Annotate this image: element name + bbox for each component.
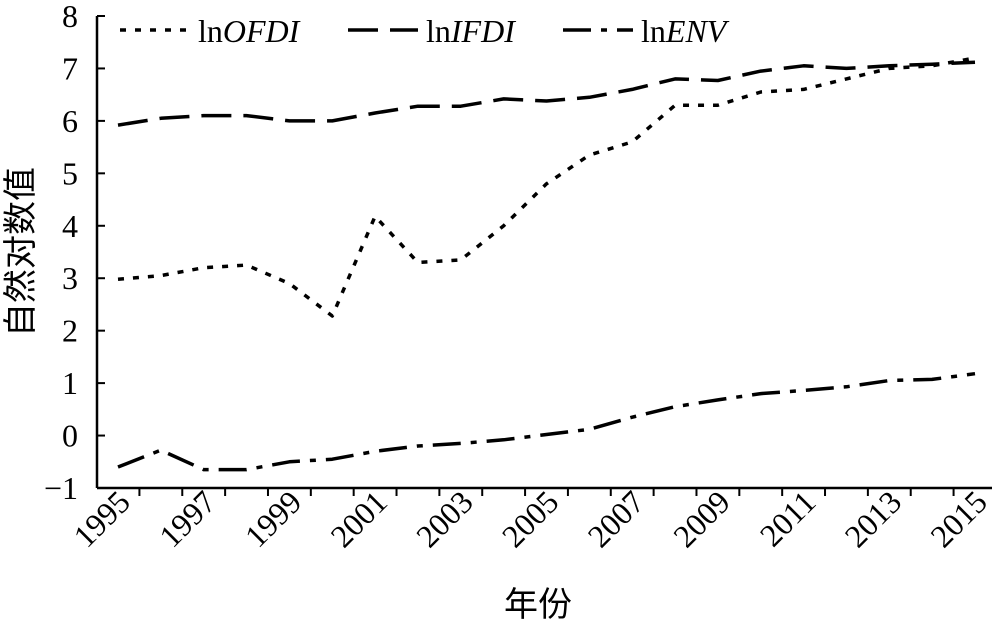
legend-label-lnifdi: lnIFDI (426, 13, 516, 49)
x-tick-label: 2009 (666, 483, 737, 554)
x-tick-label: 2007 (580, 483, 651, 554)
y-axis-title: 自然对数值 (2, 167, 40, 337)
y-tick-label: 7 (62, 50, 78, 86)
y-tick-label: 0 (62, 418, 78, 454)
x-tick-label: 2013 (838, 483, 909, 554)
series-line-lnofdi (117, 56, 976, 318)
x-tick-label: 2003 (409, 483, 480, 554)
x-tick-label: 2001 (323, 483, 394, 554)
x-tick-label: 2005 (495, 483, 566, 554)
y-tick-label: 2 (62, 313, 78, 349)
series-line-lnenv (117, 371, 976, 472)
y-tick-label: −1 (44, 470, 78, 506)
legend: lnOFDI lnIFDI lnENV (120, 13, 730, 49)
x-tick-label: 1999 (238, 483, 309, 554)
legend-label-lnenv: lnENV (641, 13, 730, 49)
y-tick-label: 6 (62, 103, 78, 139)
x-tick-label: 2015 (923, 483, 994, 554)
y-tick-label: 3 (62, 260, 78, 296)
series-line-lnifdi (117, 60, 976, 127)
y-tick-label: 8 (62, 0, 78, 34)
x-tick-label: 1997 (152, 483, 223, 554)
series-lines (117, 56, 976, 472)
y-tick-label: 4 (62, 208, 78, 244)
y-tick-label: 5 (62, 155, 78, 191)
x-axis-title: 年份 (504, 586, 572, 624)
x-tick-label: 2011 (753, 483, 823, 553)
y-tick-label: 1 (62, 365, 78, 401)
legend-label-lnofdi: lnOFDI (198, 13, 301, 49)
